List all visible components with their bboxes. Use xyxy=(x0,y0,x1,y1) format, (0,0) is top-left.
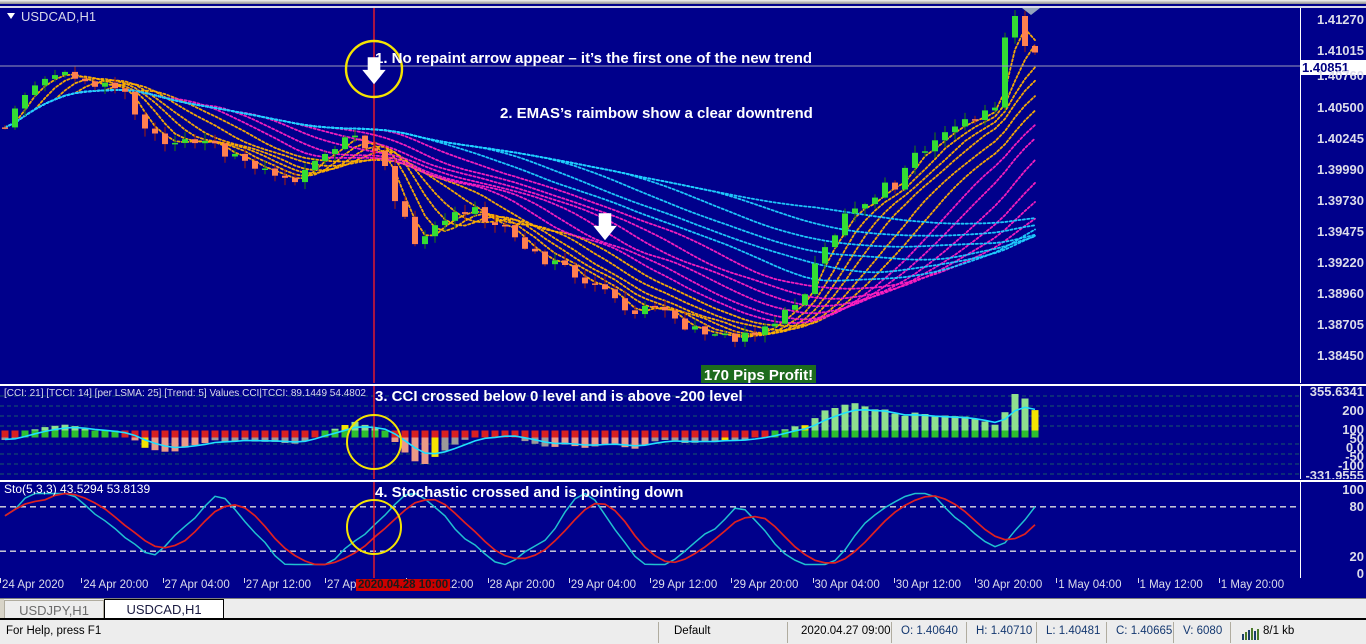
svg-text:[CCI: 21] [TCCI: 14] [per LSMA: [CCI: 21] [TCCI: 14] [per LSMA: 25] [Tre… xyxy=(4,387,366,399)
svg-text:Sto(5,3,3) 43.5294 53.8139: Sto(5,3,3) 43.5294 53.8139 xyxy=(4,482,150,496)
